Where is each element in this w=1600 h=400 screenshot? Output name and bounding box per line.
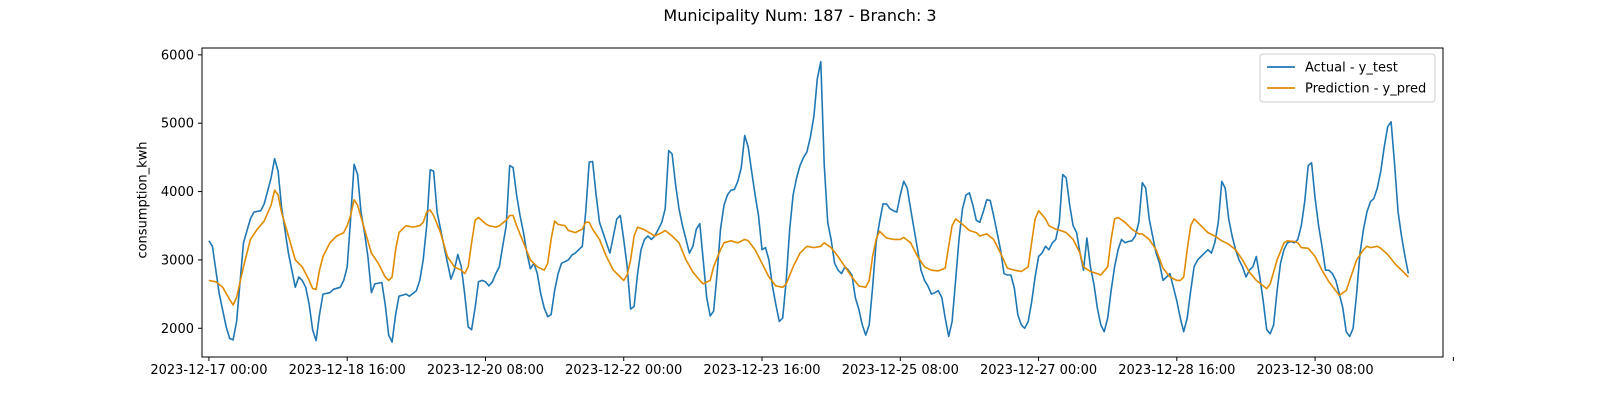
x-tick-label: 2023-12-28 16:00 [1118,363,1235,378]
y-tick-label: 4000 [161,185,194,200]
series-layer [208,60,1410,343]
y-axis: 2000 3000 4000 5000 6000 [161,48,202,337]
series-line-2 [208,189,1409,306]
legend-label-2: Prediction - y_pred [1305,82,1426,97]
y-tick-label: 6000 [161,48,194,63]
chart-title: Municipality Num: 187 - Branch: 3 [663,6,937,25]
x-tick-label: 2023-12-22 00:00 [565,363,682,378]
x-tick-label: 2023-12-20 08:00 [427,363,544,378]
legend: Actual - y_test Prediction - y_pred [1259,53,1436,103]
x-tick-label: 2023-12-30 08:00 [1257,363,1374,378]
series-line-1 [208,60,1410,343]
x-tick-label: 2023-12-18 16:00 [289,363,406,378]
legend-label-1: Actual - y_test [1305,61,1398,76]
y-tick-label: 3000 [161,253,194,268]
y-tick-label: 2000 [161,322,194,337]
x-tick-label: 2023-12-25 08:00 [842,363,959,378]
x-tick-label: 2023-12-27 00:00 [980,363,1097,378]
legend-box [1259,53,1436,103]
x-tick-label: 2023-12-17 00:00 [150,363,267,378]
x-tick-label: 2023-12-23 16:00 [703,363,820,378]
y-tick-label: 5000 [161,117,194,132]
x-axis: 2023-12-17 00:00 2023-12-18 16:00 2023-12-… [150,357,1454,378]
axes-frame [201,47,1444,358]
